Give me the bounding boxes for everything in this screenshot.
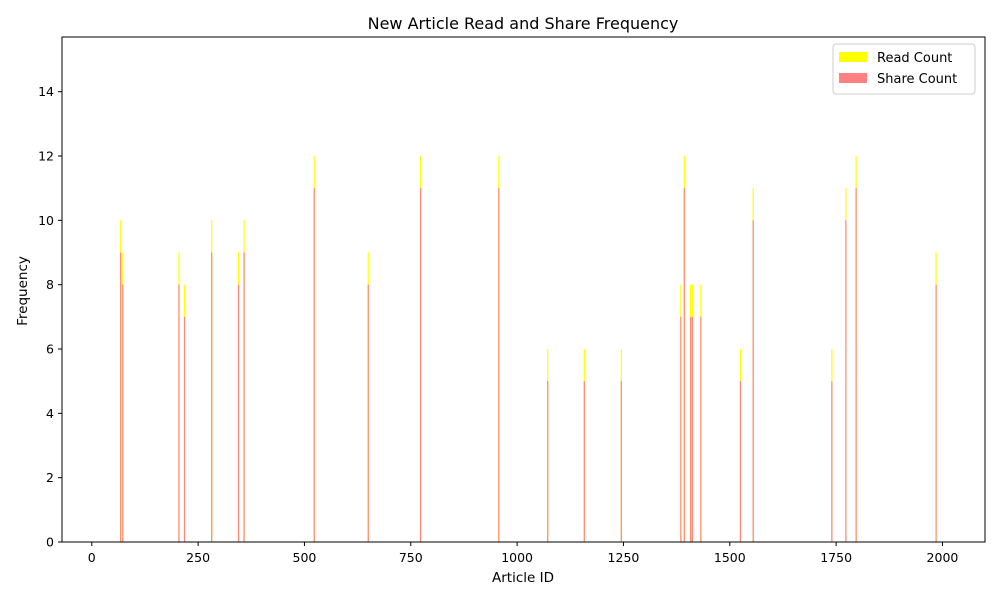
series-1	[120, 188, 937, 542]
share-bar	[691, 316, 693, 542]
share-bar	[547, 381, 549, 542]
legend-label: Share Count	[877, 72, 957, 87]
legend: Read Count Share Count	[832, 43, 976, 95]
x-tick-label: 0	[88, 550, 96, 565]
x-tick-label: 2000	[927, 550, 959, 565]
share-bar	[120, 252, 122, 542]
share-bar	[313, 188, 315, 542]
share-bar	[680, 316, 682, 542]
share-bar	[739, 381, 742, 542]
axes-layer: 0 250 500 750 1000 1250 1500 1750 2000 0 2 4 6 8 10 12 1…	[38, 36, 986, 565]
chart-title: New Article Read and Share Frequency	[368, 14, 679, 33]
x-tick-label: 1250	[608, 550, 640, 565]
share-bar	[243, 252, 245, 542]
y-tick-label: 6	[46, 342, 54, 357]
legend-box	[832, 43, 976, 95]
legend-label: Read Count	[877, 51, 952, 66]
y-tick-label: 10	[38, 213, 54, 228]
y-tick-label: 12	[38, 149, 54, 164]
share-bar	[700, 316, 702, 542]
y-tick-label: 8	[46, 277, 54, 292]
share-bar	[855, 188, 857, 542]
share-bar	[620, 381, 622, 542]
x-tick-label: 1000	[501, 550, 533, 565]
share-bar	[831, 381, 833, 542]
x-axis-label: Article ID	[492, 570, 554, 586]
share-bar	[583, 381, 585, 542]
share-bar	[419, 188, 422, 542]
share-bar	[211, 252, 213, 542]
share-bar	[690, 316, 692, 542]
share-bar	[683, 188, 685, 542]
share-bar	[183, 316, 186, 542]
legend-swatch	[839, 52, 867, 62]
x-tick-label: 1500	[714, 550, 746, 565]
bars-layer	[120, 156, 937, 542]
plot-frame	[61, 36, 986, 543]
y-axis-label: Frequency	[15, 256, 31, 326]
x-tick-label: 1750	[820, 550, 852, 565]
share-bar	[752, 220, 754, 542]
x-tick-label: 500	[293, 550, 317, 565]
y-tick-label: 14	[38, 84, 54, 99]
share-bar	[122, 284, 124, 542]
share-bar	[367, 284, 369, 542]
x-tick-label: 250	[186, 550, 210, 565]
share-bar	[845, 220, 847, 542]
share-bar	[237, 284, 240, 542]
y-tick-label: 4	[46, 406, 54, 421]
x-tick-label: 750	[399, 550, 423, 565]
y-tick-label: 2	[46, 470, 54, 485]
y-tick-label: 0	[46, 535, 54, 550]
share-bar	[935, 284, 937, 542]
share-bar	[498, 188, 500, 542]
legend-swatch	[839, 73, 867, 83]
series-0	[120, 156, 937, 542]
share-bar	[178, 284, 180, 542]
